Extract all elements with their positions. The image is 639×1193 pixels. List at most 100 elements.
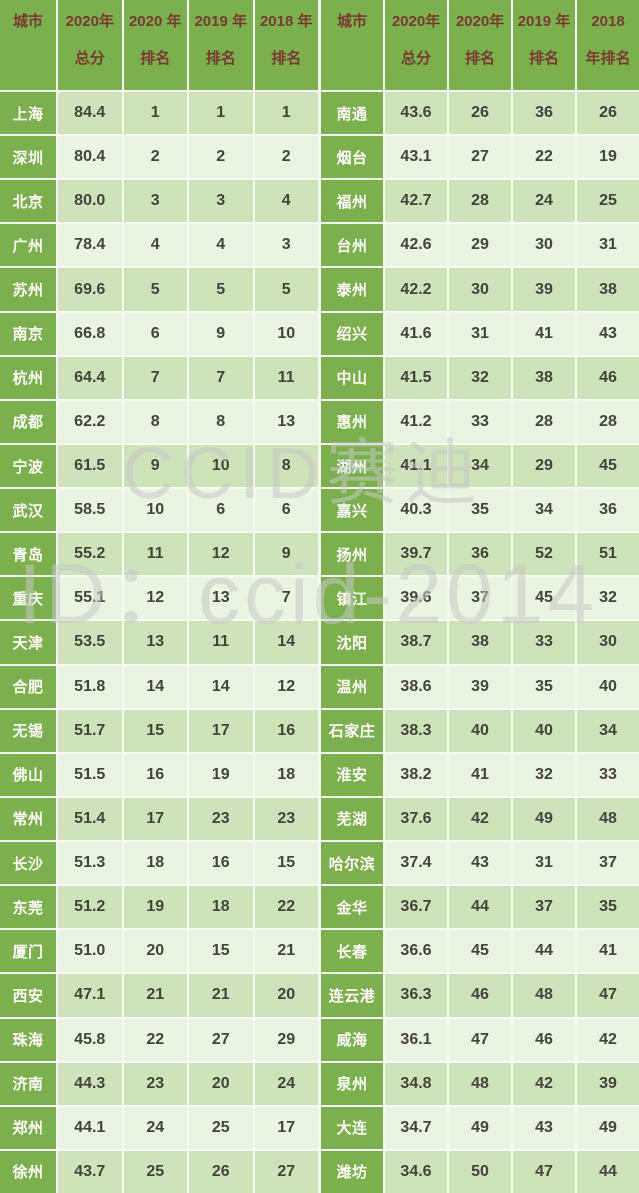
rank-cell: 14 [254, 621, 318, 664]
rank-cell: 26 [189, 1150, 253, 1193]
rank-cell: 37 [577, 842, 639, 885]
city-name-cell: 珠海 [0, 1018, 56, 1061]
rank-cell: 3 [123, 180, 187, 223]
rank-cell: 9 [189, 312, 253, 355]
city-name-cell: 长沙 [0, 842, 56, 885]
rank-cell: 23 [254, 797, 318, 841]
rank-cell: 45 [449, 930, 511, 973]
rank-cell: 16 [189, 842, 253, 885]
rank-cell: 39 [513, 268, 575, 311]
city-name-cell: 常州 [0, 797, 56, 841]
score-cell: 78.4 [58, 224, 122, 267]
score-cell: 36.1 [385, 1018, 447, 1061]
rank-cell: 51 [577, 533, 639, 576]
rank-cell: 5 [123, 268, 187, 311]
rank-cell: 15 [123, 709, 187, 752]
rank-cell: 17 [189, 709, 253, 752]
rank-cell: 49 [577, 1106, 639, 1149]
rank-cell: 37 [449, 577, 511, 620]
score-cell: 41.5 [385, 356, 447, 399]
rank-cell: 7 [123, 356, 187, 399]
rank-cell: 24 [123, 1106, 187, 1149]
score-cell: 41.1 [385, 444, 447, 488]
rank-cell: 29 [513, 444, 575, 488]
rank-cell: 45 [577, 444, 639, 488]
city-name-cell: 淮安 [321, 753, 383, 796]
rank-cell: 43 [449, 842, 511, 885]
rank-cell: 42 [449, 797, 511, 841]
rank-cell: 41 [577, 930, 639, 973]
city-name-cell: 泉州 [321, 1062, 383, 1105]
score-cell: 55.1 [58, 577, 122, 620]
header-cell: 2020 年排名 [123, 0, 187, 90]
rank-cell: 21 [254, 930, 318, 973]
rank-cell: 20 [123, 930, 187, 973]
rank-cell: 2 [123, 136, 187, 179]
rank-cell: 46 [449, 974, 511, 1017]
rank-cell: 20 [254, 974, 318, 1017]
score-cell: 34.7 [385, 1106, 447, 1149]
rank-cell: 16 [123, 753, 187, 796]
rank-cell: 11 [123, 533, 187, 576]
rank-cell: 48 [449, 1062, 511, 1105]
score-cell: 38.3 [385, 709, 447, 752]
header-cell: 2018 年排名 [577, 0, 639, 90]
rank-cell: 47 [513, 1150, 575, 1193]
rank-cell: 27 [449, 136, 511, 179]
city-name-cell: 哈尔滨 [321, 842, 383, 885]
rank-cell: 4 [189, 224, 253, 267]
score-cell: 47.1 [58, 974, 122, 1017]
city-name-cell: 嘉兴 [321, 489, 383, 532]
rank-cell: 18 [123, 842, 187, 885]
score-cell: 51.2 [58, 886, 122, 929]
rank-cell: 40 [577, 665, 639, 708]
score-cell: 51.4 [58, 797, 122, 841]
rank-cell: 17 [123, 797, 187, 841]
rank-cell: 11 [254, 356, 318, 399]
header-line2: 总分 [74, 50, 105, 67]
city-name-cell: 成都 [0, 400, 56, 443]
rank-cell: 52 [513, 533, 575, 576]
header-line1: 城市 [12, 13, 43, 30]
score-cell: 55.2 [58, 533, 122, 576]
rank-cell: 40 [449, 709, 511, 752]
city-name-cell: 天津 [0, 621, 56, 664]
score-cell: 38.2 [385, 753, 447, 796]
ranking-table-right: 城市 2020年 总分 2020年 排名 2019 年排名 2018 年排名 南通 43.6 26 3… [321, 0, 639, 1193]
score-cell: 61.5 [58, 444, 122, 488]
header-cell: 2020年 排名 [449, 0, 511, 90]
score-cell: 51.7 [58, 709, 122, 752]
rank-cell: 15 [254, 842, 318, 885]
header-cell: 2020年 总分 [385, 0, 447, 90]
rank-cell: 14 [123, 665, 187, 708]
rank-cell: 27 [189, 1018, 253, 1061]
rank-cell: 41 [449, 753, 511, 796]
rank-cell: 7 [189, 356, 253, 399]
rank-cell: 19 [189, 753, 253, 796]
city-name-cell: 上海 [0, 92, 56, 135]
rank-cell: 5 [254, 268, 318, 311]
rank-cell: 39 [577, 1062, 639, 1105]
rank-cell: 8 [189, 400, 253, 443]
city-name-cell: 长春 [321, 930, 383, 973]
rank-cell: 12 [189, 533, 253, 576]
rank-cell: 18 [254, 753, 318, 796]
rank-cell: 27 [254, 1150, 318, 1193]
score-cell: 51.8 [58, 665, 122, 708]
score-cell: 36.7 [385, 886, 447, 929]
rank-cell: 23 [123, 1062, 187, 1105]
score-cell: 41.2 [385, 400, 447, 443]
rank-cell: 17 [254, 1106, 318, 1149]
header-line1: 2019 年 [517, 13, 571, 30]
rank-cell: 38 [513, 356, 575, 399]
score-cell: 69.6 [58, 268, 122, 311]
city-name-cell: 镇江 [321, 577, 383, 620]
rank-cell: 10 [254, 312, 318, 355]
rank-cell: 38 [449, 621, 511, 664]
rank-cell: 29 [254, 1018, 318, 1061]
rank-cell: 48 [577, 797, 639, 841]
score-cell: 38.6 [385, 665, 447, 708]
rank-cell: 36 [449, 533, 511, 576]
score-cell: 34.6 [385, 1150, 447, 1193]
